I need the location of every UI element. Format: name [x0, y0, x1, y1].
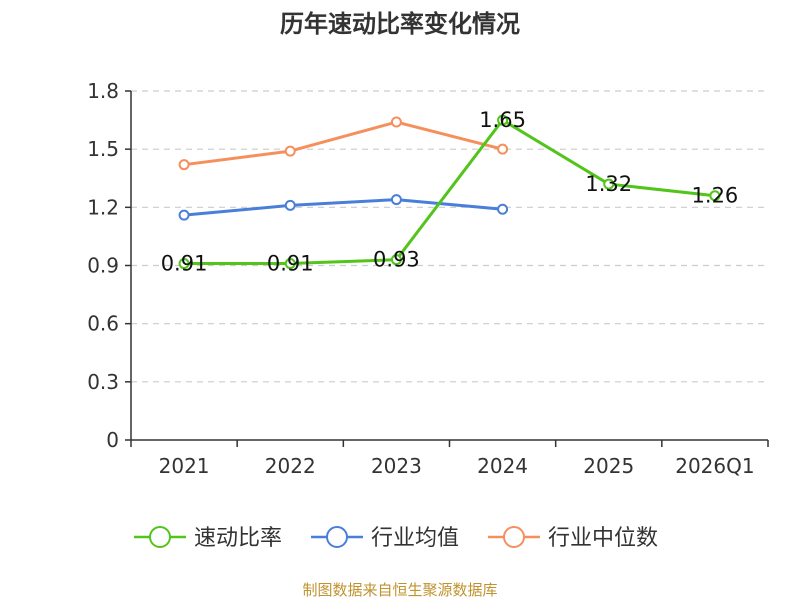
- legend-marker-2: [503, 526, 525, 548]
- y-tick-label-0: 0: [106, 428, 119, 452]
- series-2-point-2022: [284, 145, 296, 157]
- series-0-point-2023: [390, 254, 402, 266]
- x-tick-label-2025: 2025: [583, 454, 634, 478]
- series-0-point-2021: [178, 258, 190, 270]
- series-1-point-2022: [284, 199, 296, 211]
- series-1-point-2021: [178, 209, 190, 221]
- series-0-point-2025: [603, 178, 615, 190]
- data-label-2022: 0.91: [267, 252, 314, 276]
- legend-label-0: 速动比率: [194, 526, 282, 551]
- x-tick-label-2026Q1: 2026Q1: [675, 454, 754, 478]
- x-tick-label-2022: 2022: [265, 454, 316, 478]
- x-tick-label-2024: 2024: [477, 454, 528, 478]
- legend-marker-0: [149, 526, 171, 548]
- series-1-point-2024: [497, 203, 509, 215]
- series-0-point-2022: [284, 258, 296, 270]
- data-label-2026Q1: 1.26: [692, 184, 739, 208]
- y-tick-label-6: 1.8: [87, 79, 119, 103]
- series-2-point-2024: [497, 143, 509, 155]
- series-2-point-2021: [178, 159, 190, 171]
- y-tick-label-3: 0.9: [87, 254, 119, 278]
- series-line-0: [184, 118, 716, 266]
- series-line-2: [183, 120, 503, 167]
- legend-marker-1: [326, 526, 348, 548]
- series-1-point-2023: [390, 194, 402, 206]
- data-label-2024: 1.65: [479, 108, 526, 132]
- data-label-2023: 0.93: [373, 248, 420, 272]
- series-line-1: [183, 198, 503, 217]
- legend-label-2: 行业中位数: [548, 526, 658, 551]
- y-tick-label-1: 0.3: [87, 370, 119, 394]
- chart-title: 历年速动比率变化情况: [280, 10, 520, 38]
- series-0-point-2024: [497, 114, 509, 126]
- data-label-2021: 0.91: [161, 252, 208, 276]
- x-tick-label-2021: 2021: [159, 454, 210, 478]
- source-note: 制图数据来自恒生聚源数据库: [302, 581, 498, 599]
- y-tick-label-5: 1.5: [87, 137, 119, 161]
- data-label-2025: 1.32: [585, 172, 632, 196]
- series-2-point-2023: [390, 116, 402, 128]
- series-0-point-2026Q1: [709, 190, 721, 202]
- x-tick-label-2023: 2023: [371, 454, 422, 478]
- legend-label-1: 行业均值: [371, 526, 459, 551]
- y-tick-label-2: 0.6: [87, 312, 119, 336]
- y-tick-label-4: 1.2: [87, 195, 119, 219]
